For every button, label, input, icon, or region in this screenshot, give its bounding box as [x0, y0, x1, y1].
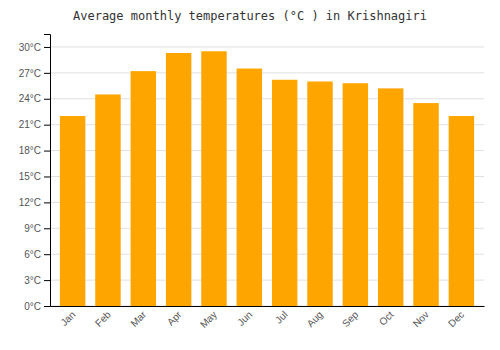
y-axis: 0°C 3°C 6°C 9°C 12°C 15°C 18°C 21°C 24°C 27°C 30°C	[19, 35, 51, 312]
y-tick-mark	[44, 202, 50, 203]
y-tick: 21°C	[19, 119, 50, 130]
y-tick: 0°C	[24, 301, 50, 312]
y-tick-label: 21°C	[19, 119, 41, 130]
grid	[50, 47, 484, 306]
x-tick-label: Sep	[340, 309, 361, 330]
x-tick: May	[198, 309, 219, 330]
chart: Jan Feb Mar Apr May Jun Jul Aug Sep Oct Nov Dec 0°C 3…	[0, 0, 500, 350]
y-tick: 27°C	[19, 68, 50, 79]
bar	[272, 80, 297, 306]
bar	[449, 116, 474, 306]
x-tick: Jan	[58, 309, 77, 328]
y-tick-label: 6°C	[24, 249, 41, 260]
x-tick: Jul	[273, 309, 290, 326]
x-axis-line	[51, 306, 485, 307]
bar	[237, 69, 262, 306]
x-tick: Nov	[411, 309, 431, 329]
y-tick-mark	[44, 47, 50, 48]
y-tick: 3°C	[24, 275, 50, 286]
x-tick: Mar	[128, 308, 148, 328]
y-tick-mark	[44, 254, 50, 255]
x-tick-label: Nov	[411, 309, 431, 329]
x-tick: Oct	[377, 309, 396, 328]
y-tick-mark	[44, 176, 50, 177]
x-tick: Sep	[340, 309, 361, 330]
y-tick: 30°C	[19, 42, 50, 53]
x-tick-label: Aug	[305, 309, 325, 329]
bar	[131, 71, 156, 306]
y-tick: 6°C	[24, 249, 50, 260]
x-tick: Apr	[165, 308, 184, 327]
y-tick-label: 12°C	[19, 197, 41, 208]
x-tick-label: Jan	[58, 309, 77, 328]
y-tick: 9°C	[24, 223, 50, 234]
y-tick-mark	[44, 99, 50, 100]
bar	[95, 94, 120, 306]
x-tick: Dec	[446, 309, 466, 329]
bar	[343, 83, 368, 306]
y-tick-label: 18°C	[19, 145, 41, 156]
y-tick-mark	[44, 151, 50, 152]
y-tick: 12°C	[19, 197, 50, 208]
y-tick-label: 9°C	[24, 223, 41, 234]
plot: Jan Feb Mar Apr May Jun Jul Aug Sep Oct Nov Dec 0°C 3…	[19, 35, 485, 330]
x-tick-label: Oct	[377, 309, 396, 328]
y-tick-label: 0°C	[24, 301, 41, 312]
x-tick-label: Apr	[165, 308, 184, 327]
x-tick-label: Dec	[446, 309, 466, 329]
x-tick-label: Jun	[235, 309, 254, 328]
y-tick-mark	[44, 73, 50, 74]
y-tick-mark	[44, 228, 50, 229]
x-tick: Feb	[93, 309, 113, 329]
y-tick-label: 30°C	[19, 42, 41, 53]
x-tick-label: Feb	[93, 309, 113, 329]
y-tick-label: 3°C	[24, 275, 41, 286]
y-tick-label: 27°C	[19, 68, 41, 79]
y-tick: 15°C	[19, 171, 50, 182]
y-tick-mark	[44, 306, 50, 307]
x-tick-label: Mar	[128, 308, 148, 328]
y-tick-mark	[44, 280, 50, 281]
bar	[413, 103, 438, 306]
y-tick-label: 24°C	[19, 93, 41, 104]
x-tick: Aug	[305, 309, 325, 329]
y-tick: 24°C	[19, 93, 50, 104]
title: Average monthly temperatures (°C ) in Kr…	[73, 9, 427, 23]
y-tick-label: 15°C	[19, 171, 41, 182]
bar	[307, 81, 332, 306]
bar	[201, 51, 226, 306]
x-axis: Jan Feb Mar Apr May Jun Jul Aug Sep Oct Nov Dec	[51, 307, 485, 330]
bar	[378, 88, 403, 306]
y-tick-mark	[44, 125, 50, 126]
y-tick: 18°C	[19, 145, 50, 156]
x-tick-label: May	[198, 309, 219, 330]
bar	[166, 53, 191, 306]
bars	[60, 51, 474, 306]
y-axis-line	[44, 35, 51, 307]
bar	[60, 116, 85, 306]
grid-line	[50, 72, 484, 73]
x-tick: Jun	[235, 309, 254, 328]
x-tick-label: Jul	[273, 309, 290, 326]
grid-line	[50, 46, 484, 47]
